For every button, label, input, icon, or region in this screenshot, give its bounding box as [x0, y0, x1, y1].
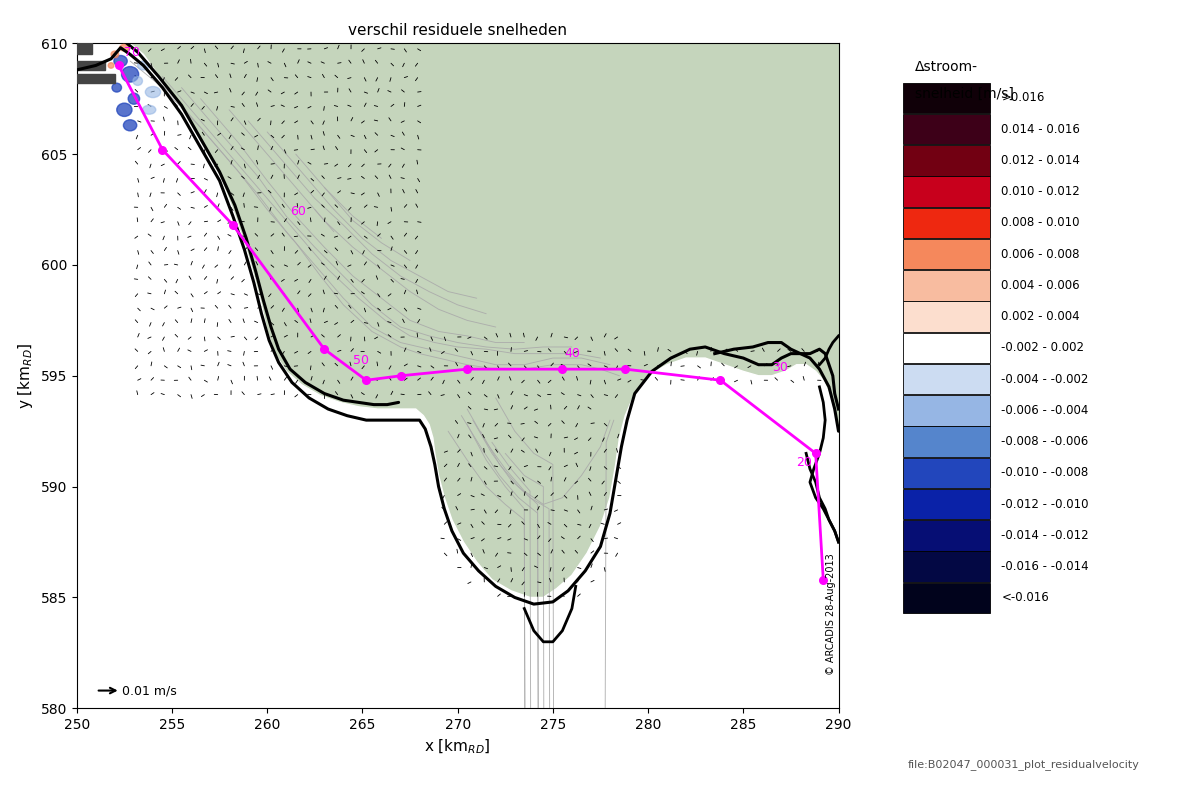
Text: 0.006 - 0.008: 0.006 - 0.008	[1001, 248, 1079, 260]
Ellipse shape	[117, 103, 132, 116]
Text: snelheid [m/s]: snelheid [m/s]	[914, 87, 1013, 101]
Bar	[903, 114, 990, 144]
Ellipse shape	[145, 87, 161, 98]
Text: 40: 40	[565, 347, 580, 360]
Text: >0.016: >0.016	[1001, 91, 1045, 105]
Text: 30: 30	[772, 360, 788, 374]
Bar	[903, 364, 990, 394]
Bar	[903, 333, 990, 363]
Text: -0.014 - -0.012: -0.014 - -0.012	[1001, 529, 1089, 542]
Text: 60: 60	[291, 205, 306, 219]
Bar	[903, 270, 990, 301]
Text: 70: 70	[124, 46, 141, 59]
Text: -0.010 - -0.008: -0.010 - -0.008	[1001, 467, 1089, 479]
Bar	[903, 176, 990, 207]
Bar	[903, 395, 990, 426]
Text: -0.012 - -0.010: -0.012 - -0.010	[1001, 497, 1089, 511]
Text: 0.008 - 0.010: 0.008 - 0.010	[1001, 216, 1079, 229]
Text: -0.008 - -0.006: -0.008 - -0.006	[1001, 435, 1089, 448]
Text: <-0.016: <-0.016	[1001, 591, 1049, 604]
Bar	[903, 582, 990, 613]
Ellipse shape	[122, 67, 138, 82]
Text: 0.01 m/s: 0.01 m/s	[123, 684, 177, 697]
Polygon shape	[77, 74, 115, 83]
Text: -0.006 - -0.004: -0.006 - -0.004	[1001, 404, 1089, 417]
Text: file:B02047_000031_plot_residualvelocity: file:B02047_000031_plot_residualvelocity	[908, 759, 1140, 770]
Bar	[903, 238, 990, 269]
Ellipse shape	[129, 93, 139, 104]
Polygon shape	[77, 32, 839, 708]
Ellipse shape	[112, 83, 122, 92]
Text: -0.004 - -0.002: -0.004 - -0.002	[1001, 372, 1089, 386]
Text: -0.002 - 0.002: -0.002 - 0.002	[1001, 342, 1084, 354]
Ellipse shape	[119, 44, 129, 51]
Text: 0.012 - 0.014: 0.012 - 0.014	[1001, 153, 1081, 167]
Ellipse shape	[111, 51, 118, 57]
Bar	[903, 552, 990, 582]
Bar	[903, 145, 990, 176]
Title: verschil residuele snelheden: verschil residuele snelheden	[348, 23, 567, 38]
Bar	[903, 208, 990, 238]
X-axis label: x [km$_{RD}$]: x [km$_{RD}$]	[424, 737, 491, 756]
Text: 20: 20	[797, 456, 813, 469]
Polygon shape	[77, 61, 105, 70]
Text: 0.010 - 0.012: 0.010 - 0.012	[1001, 185, 1081, 198]
Text: 0.004 - 0.006: 0.004 - 0.006	[1001, 279, 1079, 292]
Y-axis label: y [km$_{RD}$]: y [km$_{RD}$]	[17, 342, 35, 409]
Ellipse shape	[113, 55, 128, 67]
Ellipse shape	[109, 63, 113, 68]
Text: 50: 50	[353, 354, 368, 367]
Bar	[903, 301, 990, 332]
Bar	[903, 83, 990, 113]
Bar	[903, 427, 990, 457]
Ellipse shape	[138, 61, 149, 70]
Polygon shape	[77, 43, 92, 54]
Text: Δstroom-: Δstroom-	[914, 60, 978, 74]
Text: -0.016 - -0.014: -0.016 - -0.014	[1001, 560, 1089, 573]
Text: 0.014 - 0.016: 0.014 - 0.016	[1001, 123, 1081, 135]
Ellipse shape	[133, 76, 143, 86]
Bar	[903, 457, 990, 488]
Text: 0.002 - 0.004: 0.002 - 0.004	[1001, 310, 1079, 323]
Text: © ARCADIS 28-Aug-2013: © ARCADIS 28-Aug-2013	[826, 553, 836, 675]
Bar	[903, 520, 990, 551]
Ellipse shape	[143, 105, 156, 114]
Bar	[903, 489, 990, 519]
Ellipse shape	[124, 120, 137, 131]
